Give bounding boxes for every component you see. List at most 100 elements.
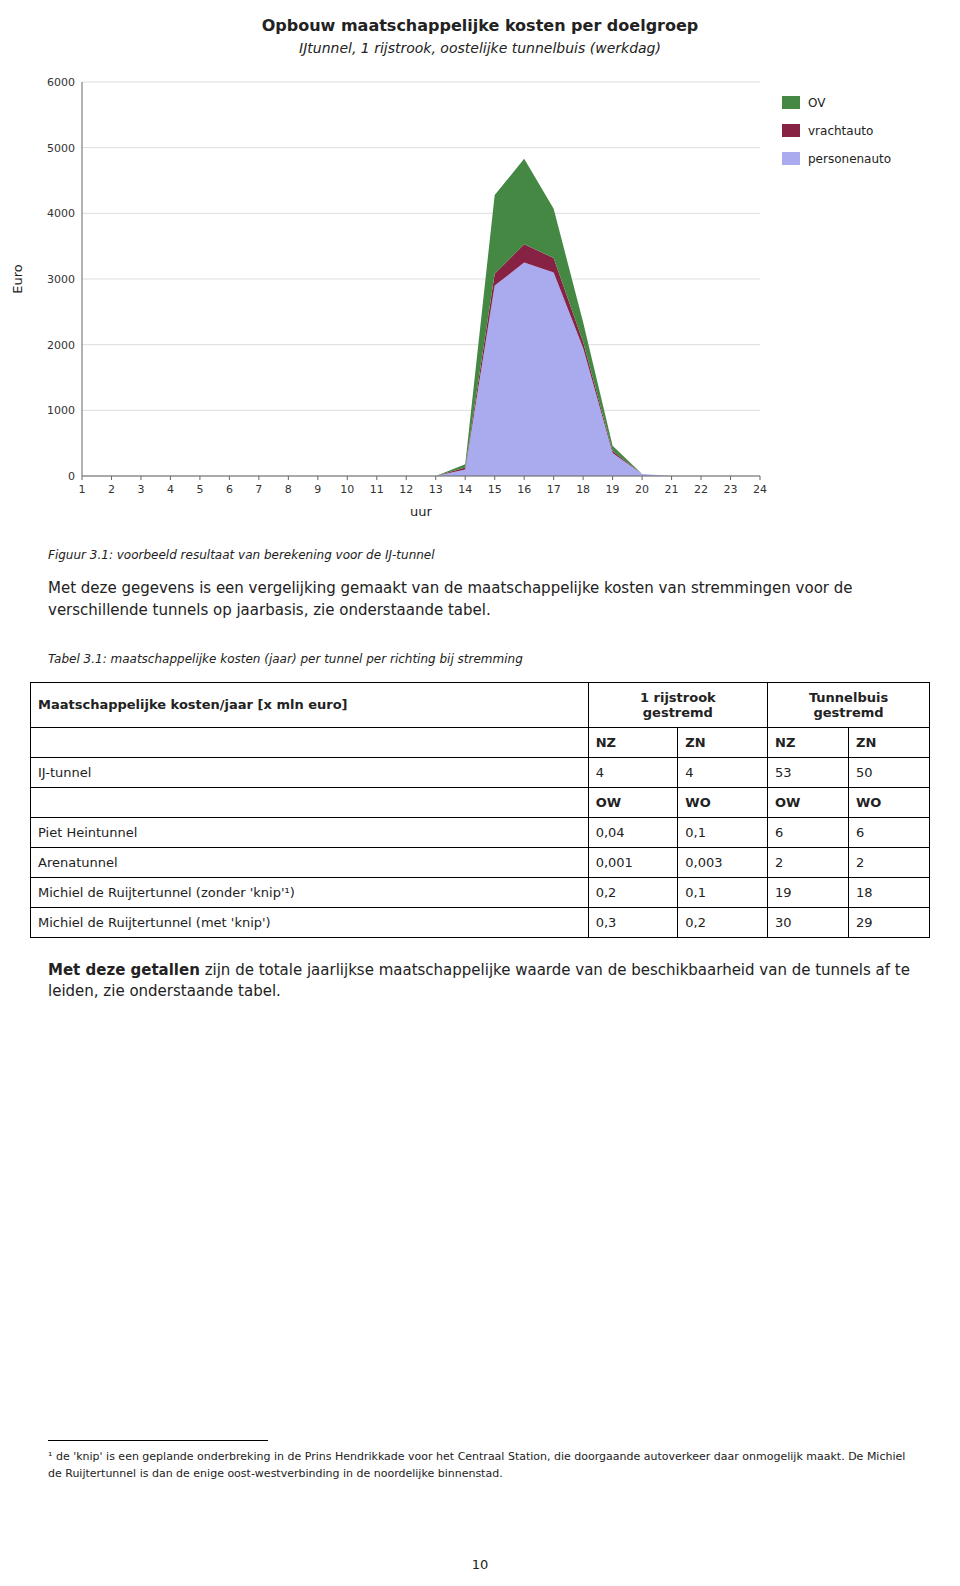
table-row: OWWOOWWO [31, 787, 930, 817]
y-tick-label: 4000 [47, 207, 75, 220]
table-row: Arenatunnel0,0010,00322 [31, 847, 930, 877]
table-direction: NZ [588, 727, 678, 757]
y-tick-label: 0 [68, 470, 75, 483]
table-cell: 4 [588, 757, 678, 787]
grid-line [82, 279, 760, 280]
grid-line [82, 147, 760, 148]
table-row: NZZNNZZN [31, 727, 930, 757]
x-tick [435, 476, 436, 480]
x-tick-label: 22 [694, 483, 708, 496]
x-tick [229, 476, 230, 480]
x-axis-line [82, 476, 760, 477]
legend-swatch [782, 124, 800, 137]
x-tick-label: 13 [429, 483, 443, 496]
footnote: ¹ de 'knip' is een geplande onderbreking… [48, 1449, 918, 1482]
legend-swatch [782, 96, 800, 109]
y-axis-label: Euro [10, 264, 25, 294]
x-tick-label: 2 [108, 483, 115, 496]
y-tick-label: 2000 [47, 339, 75, 352]
table-row: IJ-tunnel445350 [31, 757, 930, 787]
table-cell: 0,04 [588, 817, 678, 847]
table-cell: 50 [849, 757, 930, 787]
x-tick [612, 476, 613, 480]
x-tick-label: 8 [285, 483, 292, 496]
x-tick-label: 16 [517, 483, 531, 496]
table-cell: 0,1 [678, 817, 768, 847]
legend-label: OV [808, 96, 826, 110]
table-cell: 0,2 [678, 907, 768, 937]
x-tick [671, 476, 672, 480]
x-tick [317, 476, 318, 480]
table-direction: WO [849, 787, 930, 817]
x-axis-label: uur [410, 504, 432, 519]
x-tick [376, 476, 377, 480]
page-number: 10 [0, 1557, 960, 1572]
table-empty-cell [31, 787, 589, 817]
table-cell: 29 [849, 907, 930, 937]
y-axis-line [82, 82, 83, 476]
x-tick [730, 476, 731, 480]
x-tick [583, 476, 584, 480]
x-tick [642, 476, 643, 480]
table-cell: 6 [768, 817, 849, 847]
y-tick-label: 1000 [47, 404, 75, 417]
table-group-line: Tunnelbuis [775, 690, 922, 705]
table-body: Maatschappelijke kosten/jaar [x mln euro… [31, 682, 930, 937]
chart-subtitle: IJtunnel, 1 rijstrook, oostelijke tunnel… [0, 40, 960, 56]
y-tick-label: 3000 [47, 273, 75, 286]
x-tick-label: 20 [635, 483, 649, 496]
text-flow: Figuur 3.1: voorbeeld resultaat van bere… [48, 548, 918, 1033]
x-tick-label: 10 [340, 483, 354, 496]
x-tick [553, 476, 554, 480]
table-row: Piet Heintunnel0,040,166 [31, 817, 930, 847]
grid-line [82, 410, 760, 411]
table-group-header: Tunnelbuisgestremd [768, 682, 930, 727]
x-tick [406, 476, 407, 480]
area-vrachtauto [82, 244, 760, 476]
table-row: Michiel de Ruijtertunnel (met 'knip')0,3… [31, 907, 930, 937]
table-row-label: Arenatunnel [31, 847, 589, 877]
table-cell: 30 [768, 907, 849, 937]
table-group-header: 1 rijstrookgestremd [588, 682, 767, 727]
x-tick [199, 476, 200, 480]
grid-line [82, 213, 760, 214]
chart-title: Opbouw maatschappelijke kosten per doelg… [0, 16, 960, 35]
paragraph: Met deze gegevens is een vergelijking ge… [48, 578, 918, 622]
y-tick-label: 6000 [47, 76, 75, 89]
legend-label: vrachtauto [808, 124, 873, 138]
grid-line [82, 344, 760, 345]
table-direction: WO [678, 787, 768, 817]
table-row-label: Michiel de Ruijtertunnel (met 'knip') [31, 907, 589, 937]
table-header-row: Maatschappelijke kosten/jaar [x mln euro… [31, 682, 930, 727]
table-cell: 19 [768, 877, 849, 907]
x-tick [82, 476, 83, 480]
table-caption: Tabel 3.1: maatschappelijke kosten (jaar… [48, 652, 918, 666]
x-tick-label: 1 [79, 483, 86, 496]
table-cell: 0,001 [588, 847, 678, 877]
x-tick-label: 9 [314, 483, 321, 496]
x-tick-label: 21 [665, 483, 679, 496]
paragraph: Met deze getallen zijn de totale jaarlij… [48, 960, 918, 1004]
x-tick-label: 15 [488, 483, 502, 496]
table-row-label: IJ-tunnel [31, 757, 589, 787]
table-cell: 0,1 [678, 877, 768, 907]
table-cell: 0,2 [588, 877, 678, 907]
table-cell: 18 [849, 877, 930, 907]
table-cell: 2 [768, 847, 849, 877]
x-tick-label: 6 [226, 483, 233, 496]
figure-caption: Figuur 3.1: voorbeeld resultaat van bere… [48, 548, 918, 562]
table-row: Michiel de Ruijtertunnel (zonder 'knip'¹… [31, 877, 930, 907]
chart: 1234567891011121314151617181920212223240… [0, 66, 960, 536]
table-direction: OW [588, 787, 678, 817]
x-tick [465, 476, 466, 480]
x-tick [170, 476, 171, 480]
x-tick-label: 23 [724, 483, 738, 496]
area-OV [82, 159, 760, 476]
table-cell: 0,003 [678, 847, 768, 877]
axes: 1234567891011121314151617181920212223240… [47, 76, 767, 496]
page: Opbouw maatschappelijke kosten per doelg… [0, 0, 960, 1586]
x-tick-label: 7 [255, 483, 262, 496]
table-direction: NZ [768, 727, 849, 757]
x-tick [760, 476, 761, 480]
table-direction: OW [768, 787, 849, 817]
